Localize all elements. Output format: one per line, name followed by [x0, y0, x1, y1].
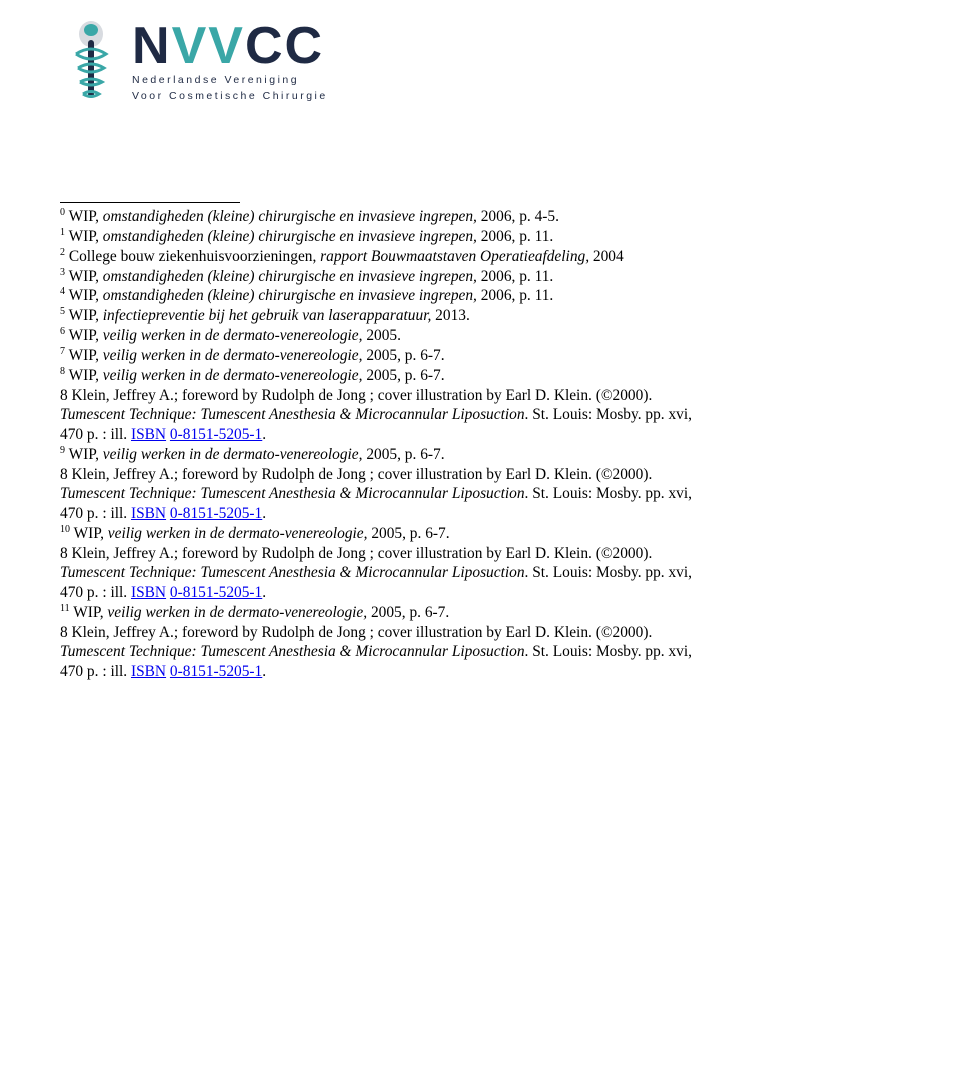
logo-subtitle-2: Voor Cosmetische Chirurgie [132, 90, 328, 104]
caduceus-icon [60, 20, 122, 112]
reference-line: 7 WIP, veilig werken in de dermato-vener… [60, 346, 900, 366]
citation-title-line: Tumescent Technique: Tumescent Anesthesi… [60, 484, 900, 504]
references-block: 0 WIP, omstandigheden (kleine) chirurgis… [60, 207, 900, 682]
reference-line: 11 WIP, veilig werken in de dermato-vene… [60, 603, 900, 623]
isbn-link[interactable]: ISBN [131, 426, 166, 443]
logo-wordmark: NVVCC [132, 20, 328, 72]
reference-line: 1 WIP, omstandigheden (kleine) chirurgis… [60, 227, 900, 247]
reference-line: 9 WIP, veilig werken in de dermato-vener… [60, 445, 900, 465]
citation-author-line: 8 Klein, Jeffrey A.; foreword by Rudolph… [60, 623, 900, 643]
logo-block: NVVCC Nederlandse Vereniging Voor Cosmet… [60, 20, 900, 112]
citation-author-line: 8 Klein, Jeffrey A.; foreword by Rudolph… [60, 544, 900, 564]
reference-line: 8 WIP, veilig werken in de dermato-vener… [60, 366, 900, 386]
citation-author-line: 8 Klein, Jeffrey A.; foreword by Rudolph… [60, 386, 900, 406]
reference-line: 2 College bouw ziekenhuisvoorzieningen, … [60, 247, 900, 267]
ref-sup: 11 [60, 603, 70, 614]
logo-text: NVVCC Nederlandse Vereniging Voor Cosmet… [132, 20, 328, 103]
logo-subtitle-1: Nederlandse Vereniging [132, 74, 328, 88]
citation-title-line: Tumescent Technique: Tumescent Anesthesi… [60, 563, 900, 583]
citation-author-line: 8 Klein, Jeffrey A.; foreword by Rudolph… [60, 465, 900, 485]
isbn-link[interactable]: ISBN [131, 584, 166, 601]
footnote-separator [60, 202, 240, 203]
citation-isbn-line: 470 p. : ill. ISBN 0-8151-5205-1. [60, 583, 900, 603]
citation-isbn-line: 470 p. : ill. ISBN 0-8151-5205-1. [60, 662, 900, 682]
citation-title-line: Tumescent Technique: Tumescent Anesthesi… [60, 642, 900, 662]
reference-line: 5 WIP, infectiepreventie bij het gebruik… [60, 306, 900, 326]
reference-line: 0 WIP, omstandigheden (kleine) chirurgis… [60, 207, 900, 227]
reference-line: 10 WIP, veilig werken in de dermato-vene… [60, 524, 900, 544]
isbn-number-link[interactable]: 0-8151-5205-1 [170, 584, 262, 601]
isbn-link[interactable]: ISBN [131, 663, 166, 680]
citation-isbn-line: 470 p. : ill. ISBN 0-8151-5205-1. [60, 425, 900, 445]
logo-mark [60, 20, 122, 112]
reference-line: 4 WIP, omstandigheden (kleine) chirurgis… [60, 286, 900, 306]
ref-sup: 10 [60, 524, 70, 535]
citation-isbn-line: 470 p. : ill. ISBN 0-8151-5205-1. [60, 504, 900, 524]
reference-line: 3 WIP, omstandigheden (kleine) chirurgis… [60, 267, 900, 287]
isbn-number-link[interactable]: 0-8151-5205-1 [170, 505, 262, 522]
citation-title-line: Tumescent Technique: Tumescent Anesthesi… [60, 405, 900, 425]
isbn-number-link[interactable]: 0-8151-5205-1 [170, 426, 262, 443]
reference-line: 6 WIP, veilig werken in de dermato-vener… [60, 326, 900, 346]
document-page: NVVCC Nederlandse Vereniging Voor Cosmet… [0, 0, 960, 722]
isbn-number-link[interactable]: 0-8151-5205-1 [170, 663, 262, 680]
isbn-link[interactable]: ISBN [131, 505, 166, 522]
